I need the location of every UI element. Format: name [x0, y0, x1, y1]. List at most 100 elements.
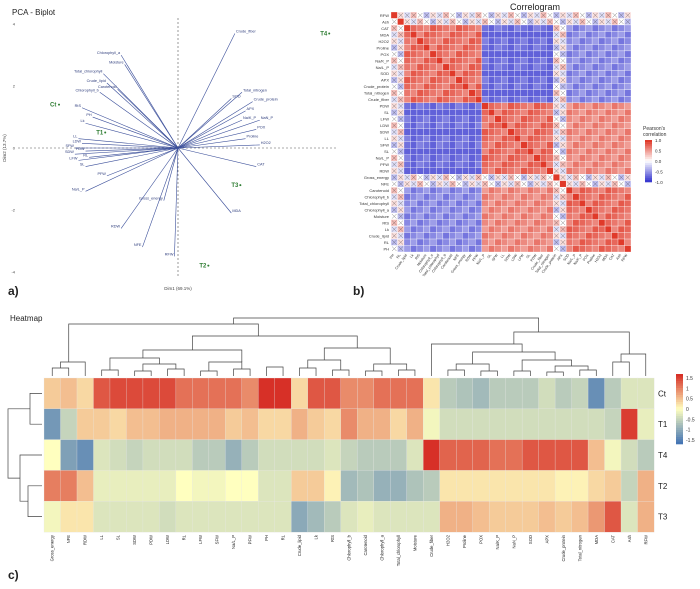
corr-insignificant-mark — [625, 181, 631, 187]
heatmap-cell — [159, 377, 177, 410]
corr-cell — [442, 37, 450, 45]
biplot-vector-label: APX — [247, 107, 255, 111]
corr-row-label: Gross_energy — [364, 175, 389, 180]
corr-col-label: SL — [525, 253, 531, 259]
heatmap-cell — [274, 470, 292, 502]
corr-insignificant-mark — [580, 12, 585, 18]
corr-insignificant-mark — [618, 19, 624, 25]
corr-insignificant-mark — [398, 175, 404, 180]
heatmap-cell — [554, 439, 572, 471]
biplot-vector-label: Crude_fiber — [236, 29, 257, 33]
heatmap-cell — [423, 501, 441, 533]
corr-insignificant-mark — [482, 175, 488, 180]
heatmap-cell — [142, 408, 160, 440]
heatmap-legend-swatch — [676, 399, 683, 403]
corr-cell — [410, 57, 418, 65]
corr-legend-tick: -0.5 — [655, 170, 663, 175]
corr-cell — [611, 141, 619, 149]
corr-cell — [591, 232, 599, 240]
corr-cell — [423, 63, 431, 71]
corr-cell — [604, 225, 612, 233]
corr-cell — [468, 96, 476, 103]
corr-cell — [501, 135, 508, 142]
corr-cell — [585, 154, 593, 162]
corr-cell — [591, 63, 599, 71]
corr-col-label: RtS — [414, 253, 421, 261]
corr-cell — [527, 57, 534, 65]
corr-cell — [611, 122, 619, 129]
corr-cell — [514, 76, 521, 84]
corr-cell — [546, 50, 554, 58]
corr-insignificant-mark — [469, 175, 475, 180]
corr-row-label: PH — [383, 246, 389, 251]
corr-insignificant-mark — [554, 103, 559, 109]
corr-cell — [462, 122, 469, 129]
corr-cell — [436, 57, 444, 65]
corr-cell — [442, 122, 450, 129]
corr-insignificant-mark — [495, 175, 501, 180]
heatmap-cell — [291, 501, 309, 533]
corr-cell — [598, 161, 606, 168]
corr-cell — [397, 18, 405, 26]
corr-insignificant-mark — [398, 97, 404, 102]
corr-cell — [527, 122, 534, 129]
corr-cell — [617, 50, 625, 58]
corr-insignificant-mark — [573, 12, 579, 18]
corr-cell — [565, 219, 573, 227]
corr-insignificant-mark — [404, 19, 410, 25]
corr-insignificant-mark — [560, 207, 566, 213]
corr-cell — [423, 70, 431, 78]
corr-cell — [527, 193, 534, 201]
corr-cell — [423, 57, 431, 65]
corr-cell — [598, 102, 606, 110]
corr-insignificant-mark — [612, 19, 618, 25]
biplot-point — [328, 32, 331, 35]
corr-cell — [565, 148, 573, 155]
corr-cell — [488, 161, 495, 168]
corr-cell — [501, 31, 508, 39]
corr-cell — [449, 199, 457, 207]
corr-cell — [429, 154, 437, 162]
corr-cell — [481, 24, 489, 32]
corr-cell — [611, 63, 619, 71]
corr-cell — [507, 167, 515, 175]
corr-cell — [442, 31, 450, 39]
biplot-vector — [85, 147, 179, 167]
corr-cell — [488, 37, 495, 45]
corr-cell — [429, 199, 437, 207]
heatmap-row-dendrogram — [7, 393, 42, 517]
heatmap-cell — [620, 377, 638, 410]
corr-insignificant-mark — [391, 71, 397, 76]
heatmap-col-label: Na/L_P — [231, 535, 236, 549]
corr-cell — [617, 232, 625, 240]
corr-cell — [578, 37, 586, 45]
corr-cell — [449, 219, 457, 227]
corr-cell — [617, 63, 625, 71]
corr-cell — [481, 89, 489, 97]
heatmap-col-label: Ash — [627, 534, 632, 542]
corr-cell — [416, 212, 424, 220]
corr-cell — [507, 148, 515, 155]
heatmap-cell — [258, 501, 276, 533]
corr-cell — [578, 24, 586, 32]
corr-cell — [481, 245, 489, 253]
corr-cell — [546, 102, 554, 110]
corr-cell — [604, 199, 612, 207]
corr-cell — [462, 199, 469, 207]
corr-row-label: RL — [384, 240, 390, 245]
corr-cell — [520, 199, 528, 207]
corr-cell — [578, 232, 586, 240]
heatmap-col-label: RFW — [643, 535, 648, 545]
corr-insignificant-mark — [560, 188, 566, 193]
corr-cell — [423, 135, 431, 142]
corr-cell — [578, 141, 586, 149]
corr-cell — [468, 141, 476, 149]
corr-legend-tick: 0.0 — [655, 159, 662, 164]
corr-cell — [598, 199, 606, 207]
corr-legend-swatch — [645, 154, 652, 158]
corr-cell — [617, 186, 625, 194]
corr-cell — [507, 44, 515, 52]
corr-insignificant-mark — [554, 19, 559, 25]
corr-cell — [572, 96, 580, 103]
corr-cell — [591, 238, 599, 246]
